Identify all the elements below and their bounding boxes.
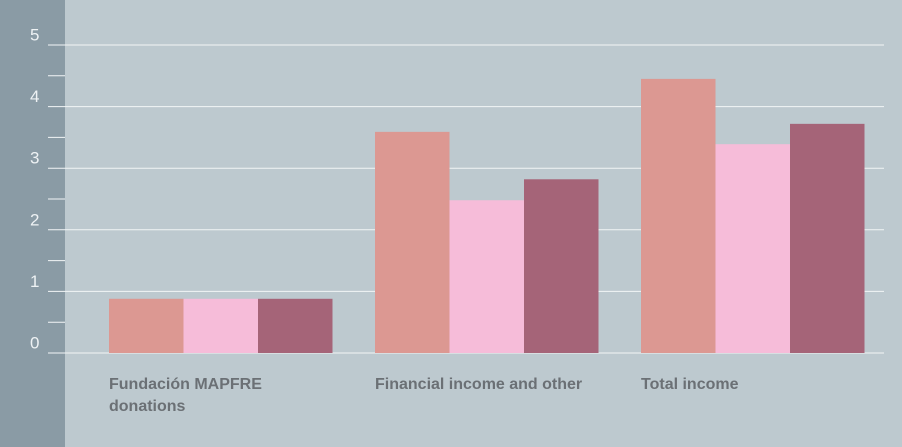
bar	[715, 144, 790, 353]
y-tick-label: 2	[30, 210, 39, 229]
x-tick-label: Total income	[641, 376, 739, 393]
bar	[790, 123, 865, 354]
bar	[258, 298, 333, 353]
bar	[449, 200, 524, 353]
bar	[641, 78, 716, 353]
bar	[109, 298, 184, 353]
y-tick-label: 0	[30, 333, 39, 352]
y-tick-label: 5	[30, 25, 39, 44]
x-tick-label: Fundación MAPFRE donations	[109, 376, 262, 415]
bar	[524, 179, 599, 353]
axis-strip	[0, 0, 65, 447]
bar	[183, 298, 258, 353]
y-tick-label: 4	[30, 87, 39, 106]
y-tick-label: 3	[30, 149, 39, 168]
bar	[375, 131, 450, 353]
x-tick-label: Financial income and other	[375, 376, 583, 393]
y-tick-label: 1	[30, 272, 39, 291]
